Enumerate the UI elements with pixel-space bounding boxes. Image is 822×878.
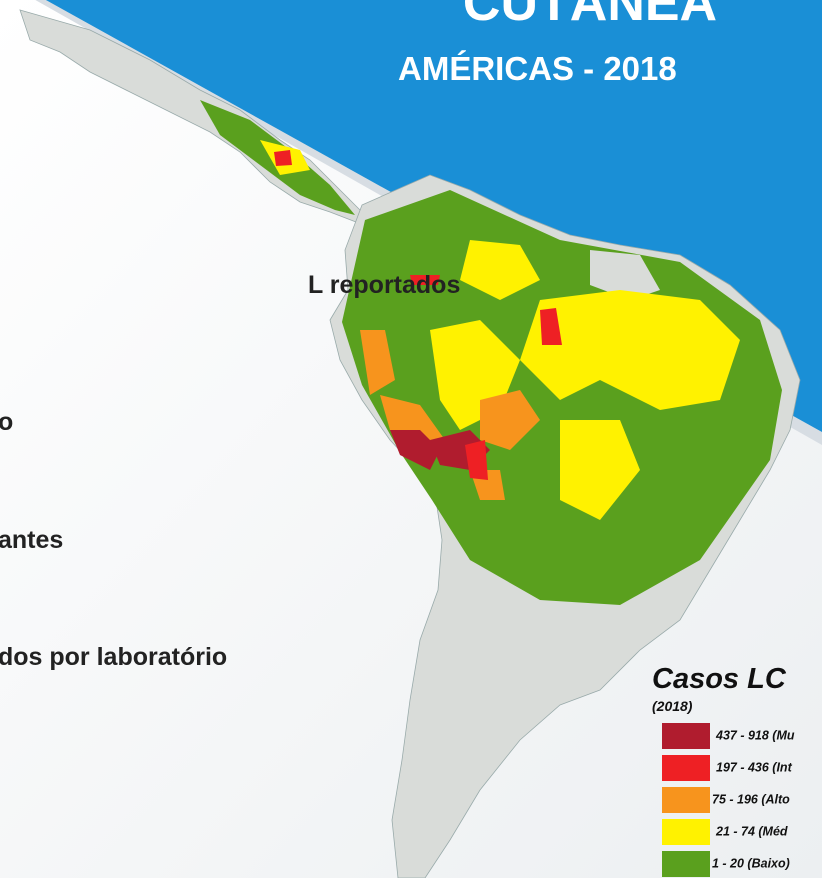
infographic: CUTÂNEA AMÉRICAS - 2018 L reportados o a… xyxy=(0,0,822,878)
title-line2: AMÉRICAS - 2018 xyxy=(398,50,677,87)
legend-label: 197 - 436 (Int xyxy=(716,760,793,774)
legend-title: Casos LC xyxy=(652,663,787,695)
region-red xyxy=(274,150,292,166)
legend-subtitle: (2018) xyxy=(652,698,693,714)
legend-swatch xyxy=(662,755,710,781)
legend-swatch xyxy=(662,851,710,877)
title-line1: CUTÂNEA xyxy=(463,0,717,32)
legend-label: 437 - 918 (Mu xyxy=(715,728,795,742)
left-text: dos por laboratório xyxy=(0,643,227,671)
left-text: o xyxy=(0,408,13,436)
legend-label: 21 - 74 (Méd xyxy=(715,824,788,838)
legend-label: 1 - 20 (Baixo) xyxy=(712,856,790,870)
legend-swatch xyxy=(662,819,710,845)
left-text: L reportados xyxy=(308,271,460,299)
left-text: antes xyxy=(0,526,63,554)
legend-label: 75 - 196 (Alto xyxy=(712,792,790,806)
legend-swatch xyxy=(662,723,710,749)
legend-swatch xyxy=(662,787,710,813)
region-yellow xyxy=(520,290,740,410)
